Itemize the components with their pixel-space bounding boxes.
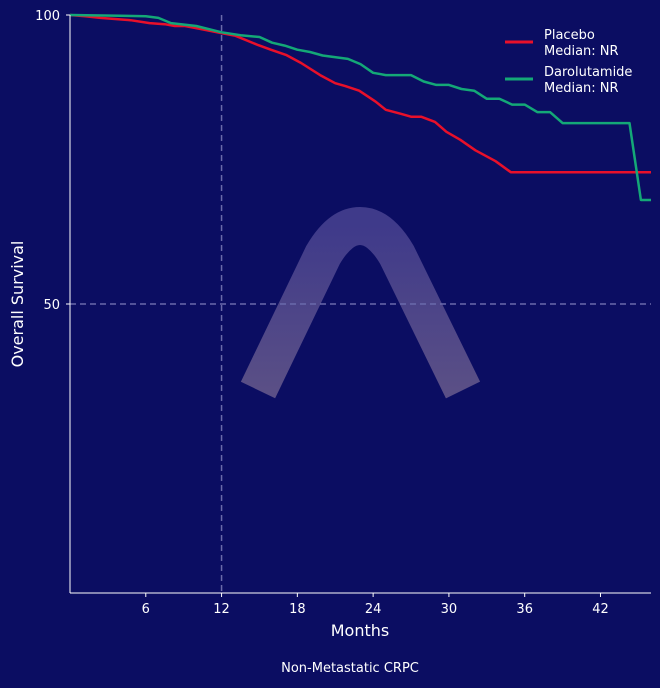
x-axis-label: Months (331, 621, 389, 640)
y-tick-label: 100 (35, 9, 60, 24)
x-tick-label: 42 (592, 602, 609, 617)
y-tick-label: 50 (43, 298, 60, 313)
x-tick-label: 36 (516, 602, 533, 617)
legend-median-darolutamide: Median: NR (544, 81, 619, 96)
x-tick-label: 18 (289, 602, 306, 617)
series-group (69, 13, 651, 202)
x-tick-label: 30 (441, 602, 458, 617)
series-line-placebo (69, 13, 651, 174)
reference-lines (70, 15, 651, 593)
x-tick-label: 6 (142, 602, 150, 617)
x-tick-label: 12 (213, 602, 230, 617)
y-axis-label: Overall Survival (8, 241, 27, 368)
watermark-logo (240, 206, 481, 399)
x-tick-label: 24 (365, 602, 382, 617)
legend-label-darolutamide: Darolutamide (544, 65, 632, 80)
legend: Placebo Median: NR Darolutamide Median: … (505, 28, 632, 96)
series-line-darolutamide (69, 13, 651, 202)
legend-label-placebo: Placebo (544, 28, 595, 43)
chart-subtitle: Non-Metastatic CRPC (281, 661, 419, 676)
legend-median-placebo: Median: NR (544, 44, 619, 59)
